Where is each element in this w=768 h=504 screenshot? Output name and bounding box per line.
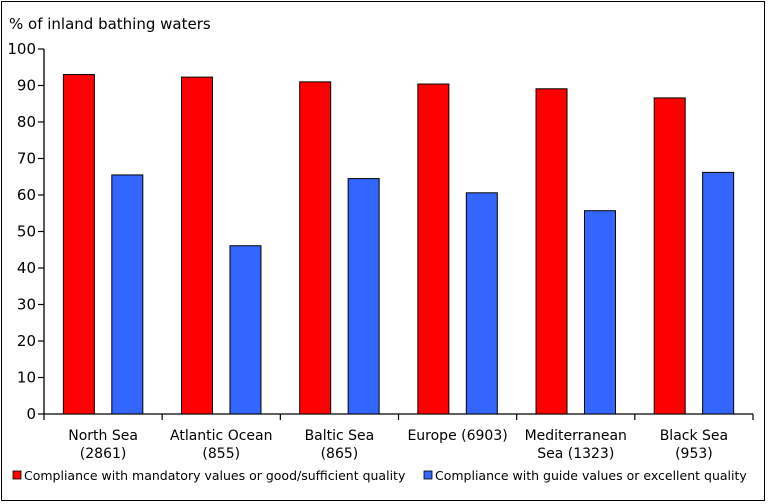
bar <box>62 74 95 415</box>
bar <box>417 83 450 415</box>
category-label: Mediterranean Sea (1323) <box>525 428 627 462</box>
y-tick-label: 0 <box>26 405 36 423</box>
bar <box>702 171 735 415</box>
y-tick-label: 70 <box>17 150 36 168</box>
y-tick-label: 60 <box>17 186 36 204</box>
legend-label: Compliance with guide values or excellen… <box>435 468 747 483</box>
category-label: Baltic Sea (865) <box>305 428 375 462</box>
legend-label: Compliance with mandatory values or good… <box>24 468 406 483</box>
bar <box>653 97 686 415</box>
category-label: North Sea (2861) <box>68 428 138 462</box>
y-tick-label: 10 <box>17 369 36 387</box>
bar <box>535 88 568 415</box>
bar <box>181 76 214 415</box>
legend-swatch <box>423 470 433 480</box>
bar <box>299 81 332 415</box>
y-axis-label: % of inland bathing waters <box>9 15 211 33</box>
y-tick-label: 30 <box>17 296 36 314</box>
bar <box>583 210 616 415</box>
y-tick-label: 80 <box>17 113 36 131</box>
category-label: Atlantic Ocean (855) <box>170 428 272 462</box>
y-tick-label: 50 <box>17 223 36 241</box>
y-tick-label: 100 <box>7 40 36 58</box>
y-tick-label: 20 <box>17 332 36 350</box>
bar <box>347 178 380 415</box>
bar <box>229 245 262 415</box>
y-tick-label: 40 <box>17 259 36 277</box>
category-label: Black Sea (953) <box>660 428 728 462</box>
legend-swatch <box>12 470 22 480</box>
bar <box>111 174 144 415</box>
y-tick-label: 90 <box>17 77 36 95</box>
category-label: Europe (6903) <box>407 428 507 444</box>
bar <box>465 192 498 415</box>
